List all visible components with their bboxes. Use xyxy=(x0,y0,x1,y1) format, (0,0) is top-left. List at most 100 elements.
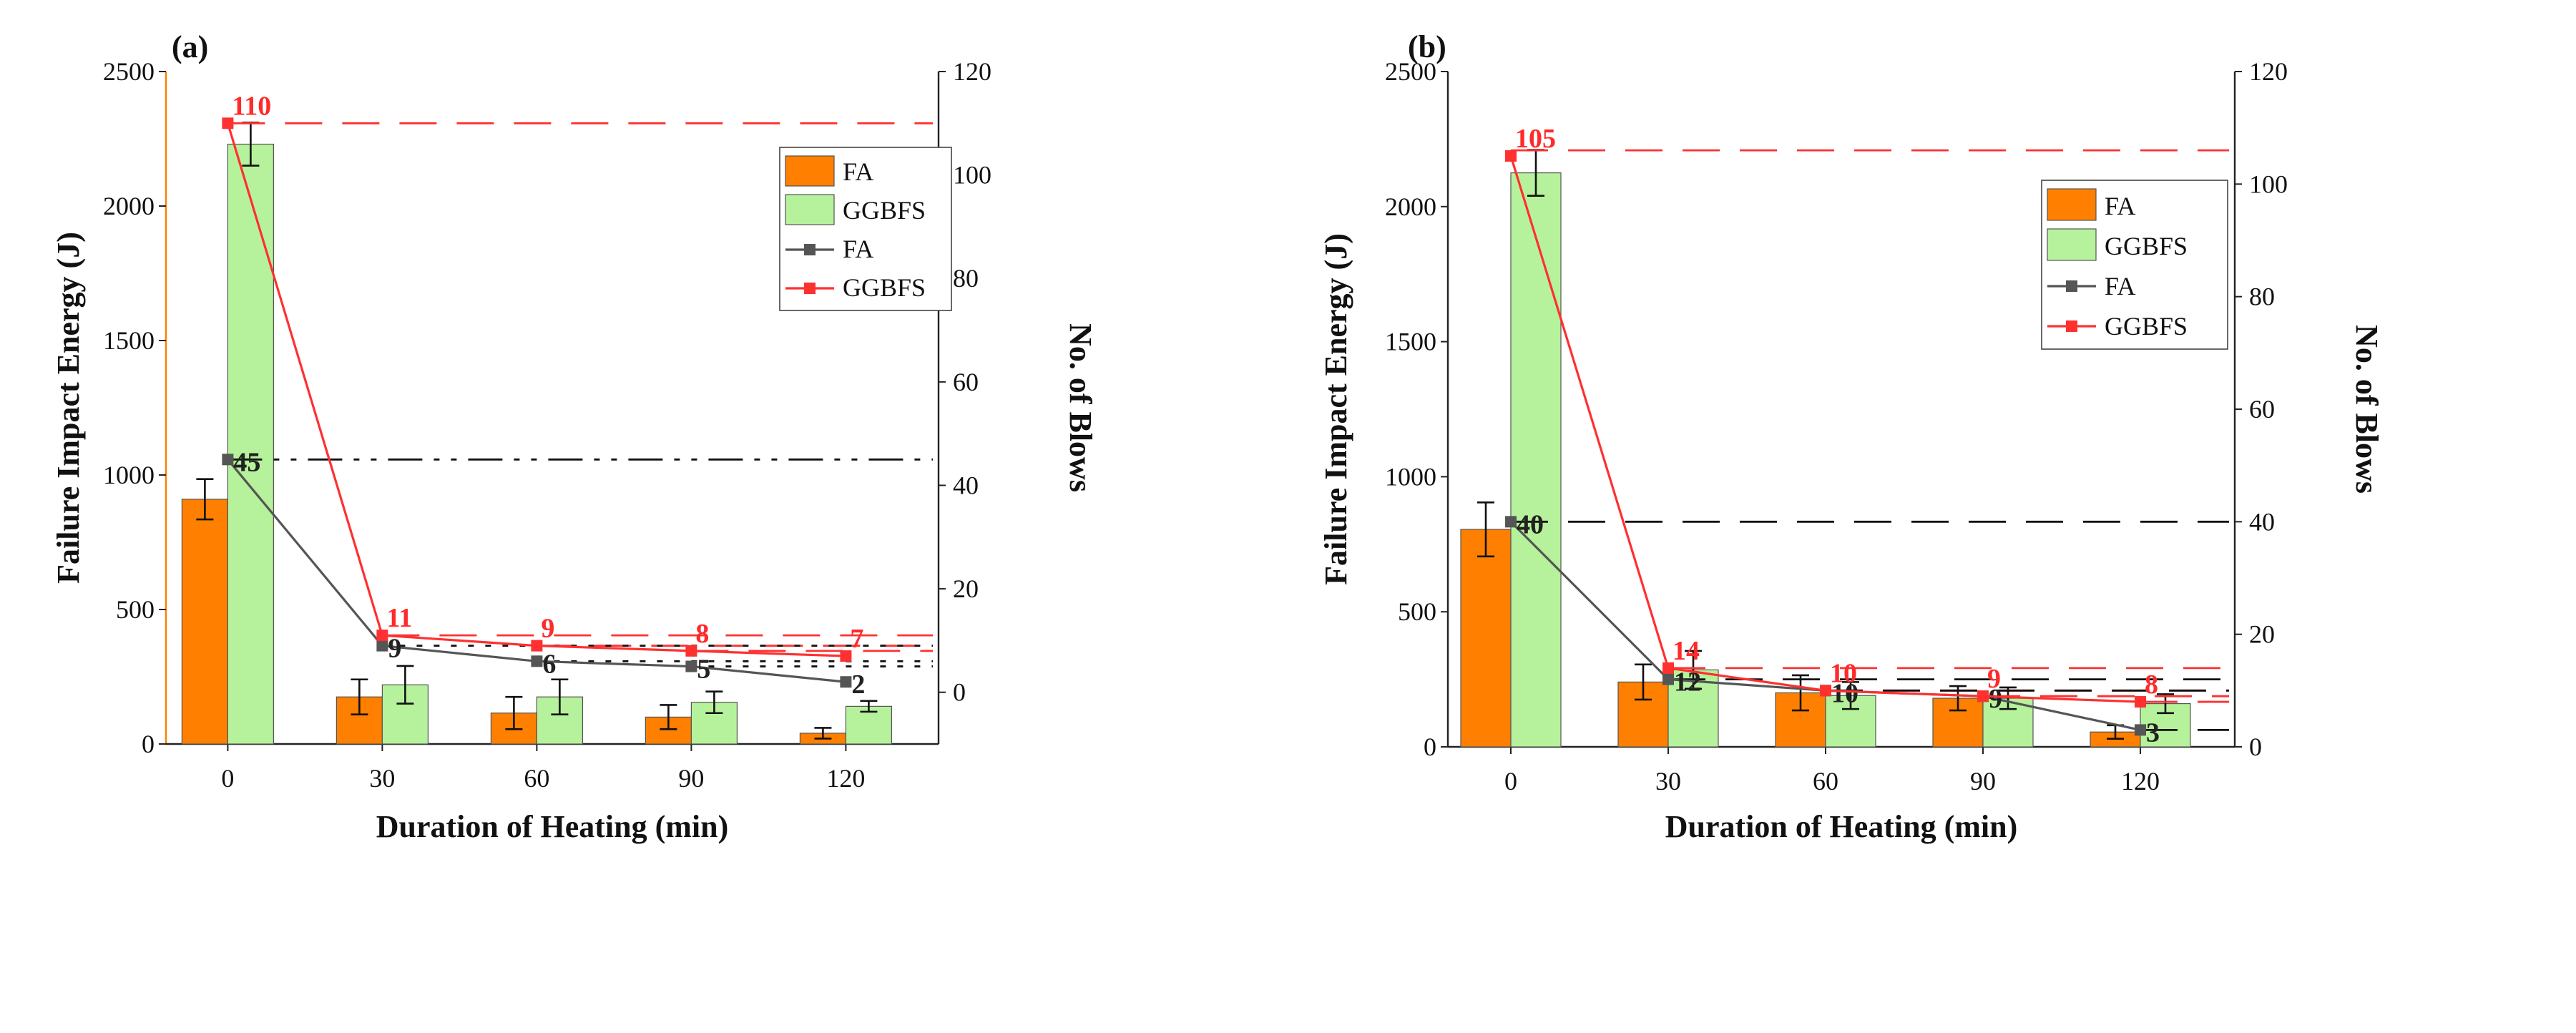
error-bar xyxy=(1685,650,1702,690)
y-tick-label: 1000 xyxy=(103,461,155,489)
data-label-fa: 2 xyxy=(851,670,865,700)
error-bar xyxy=(396,665,414,705)
x-tick-label: 30 xyxy=(369,764,395,793)
error-bar xyxy=(660,704,677,730)
bar-ggbfs xyxy=(227,143,274,745)
data-label-ggbfs: 7 xyxy=(850,624,863,654)
point-ggbfs xyxy=(685,645,697,657)
error-bar xyxy=(551,678,569,715)
legend-label: GGBFS xyxy=(843,196,926,225)
y2-tick-label: 120 xyxy=(2249,57,2288,86)
y-tick-label: 2000 xyxy=(103,192,155,220)
x-axis-title: Duration of Heating (min) xyxy=(1665,809,2018,844)
legend-swatch-marker xyxy=(804,283,816,294)
point-ggbfs xyxy=(376,630,388,642)
data-label-ggbfs: 10 xyxy=(1830,658,1857,688)
error-bar xyxy=(2157,693,2174,715)
data-label-fa: 45 xyxy=(233,447,260,477)
legend-label: FA xyxy=(2105,272,2135,300)
bar-fa xyxy=(181,499,228,745)
legend-label: GGBFS xyxy=(2105,312,2188,341)
x-tick-label: 0 xyxy=(221,764,234,793)
legend-label: FA xyxy=(843,157,873,186)
y2-tick-label: 100 xyxy=(953,161,991,190)
y2-axis-title: No. of Blows xyxy=(1063,323,1098,492)
error-bar xyxy=(860,700,878,713)
point-fa xyxy=(1505,516,1517,528)
point-fa xyxy=(222,454,234,466)
error-bar xyxy=(1842,681,1859,710)
data-label-ggbfs: 110 xyxy=(232,91,271,121)
x-axis-title: Duration of Heating (min) xyxy=(376,809,729,844)
legend-label: GGBFS xyxy=(2105,232,2188,260)
x-tick-label: 0 xyxy=(1504,767,1517,795)
y-axis-title: Failure Impact Energy (J) xyxy=(51,232,86,584)
bar-fa xyxy=(1932,697,1984,748)
bar-ggbfs xyxy=(1510,172,1562,748)
point-fa xyxy=(685,660,697,672)
point-ggbfs xyxy=(531,640,543,652)
x-tick-label: 30 xyxy=(1655,767,1681,795)
legend-swatch-marker xyxy=(2066,280,2077,292)
chart-group: 0 500 1000 1500 2000 2500 0 20 40 60 80 100 120 0 30 60… xyxy=(51,29,1098,844)
data-label-fa: 3 xyxy=(2146,718,2160,748)
data-label-ggbfs: 8 xyxy=(695,619,709,649)
y2-tick-label: 0 xyxy=(953,678,966,707)
data-label-ggbfs: 8 xyxy=(2145,670,2158,700)
y-tick-label: 2500 xyxy=(103,57,155,86)
y2-tick-label: 60 xyxy=(2249,395,2275,424)
y2-axis-title: No. of Blows xyxy=(2349,325,2384,494)
y-axis-title: Failure Impact Energy (J) xyxy=(1318,233,1353,585)
legend-swatch-bar xyxy=(2047,188,2097,221)
point-ggbfs xyxy=(1662,662,1674,674)
data-label-ggbfs: 14 xyxy=(1673,636,1700,666)
point-ggbfs xyxy=(840,650,852,662)
point-ggbfs xyxy=(1820,685,1831,697)
data-label-ggbfs: 9 xyxy=(1987,664,2001,694)
point-fa xyxy=(376,640,388,652)
legend-swatch-bar xyxy=(785,155,835,187)
legend-swatch-bar xyxy=(785,194,835,225)
data-label-fa: 6 xyxy=(542,649,556,679)
point-ggbfs xyxy=(2135,696,2146,708)
data-label-ggbfs: 105 xyxy=(1515,124,1556,154)
chart-group: 0 500 1000 1500 2000 2500 0 20 40 60 80 100 120 0 30 60… xyxy=(1318,29,2384,844)
point-fa xyxy=(2135,724,2146,736)
error-bar xyxy=(1477,501,1494,558)
error-bar xyxy=(505,695,523,730)
legend-swatch-bar xyxy=(2047,228,2097,261)
y2-tick-label: 60 xyxy=(953,368,979,396)
y-tick-label: 0 xyxy=(142,730,155,758)
x-tick-label: 60 xyxy=(524,764,549,793)
y-tick-label: 1000 xyxy=(1385,462,1436,491)
legend-label: FA xyxy=(2105,192,2135,220)
x-tick-label: 120 xyxy=(2121,767,2160,795)
y-tick-label: 2500 xyxy=(1385,57,1436,86)
error-bar xyxy=(705,690,723,715)
legend-swatch-marker xyxy=(2066,320,2077,332)
point-ggbfs xyxy=(222,117,234,129)
y-tick-label: 1500 xyxy=(103,326,155,355)
y2-tick-label: 100 xyxy=(2249,170,2288,198)
panel-label: (b) xyxy=(1408,29,1446,64)
data-label-fa: 10 xyxy=(1831,678,1858,708)
y-tick-label: 0 xyxy=(1424,733,1436,761)
data-label-fa: 9 xyxy=(388,634,401,664)
error-bar xyxy=(196,478,214,521)
legend-label: GGBFS xyxy=(843,273,926,302)
legend-label: FA xyxy=(843,235,873,263)
x-tick-label: 90 xyxy=(1970,767,1996,795)
y2-tick-label: 40 xyxy=(953,471,979,499)
bar-fa xyxy=(1460,529,1512,748)
y2-tick-label: 20 xyxy=(2249,620,2275,649)
data-label-ggbfs: 9 xyxy=(541,614,554,644)
y2-tick-label: 0 xyxy=(2249,733,2262,761)
x-tick-label: 90 xyxy=(678,764,704,793)
error-bar xyxy=(351,678,368,715)
error-bar xyxy=(814,727,832,740)
y2-tick-label: 120 xyxy=(953,57,991,86)
panel-label: (a) xyxy=(172,29,208,64)
point-fa xyxy=(840,676,852,688)
data-label-ggbfs: 11 xyxy=(386,603,412,633)
